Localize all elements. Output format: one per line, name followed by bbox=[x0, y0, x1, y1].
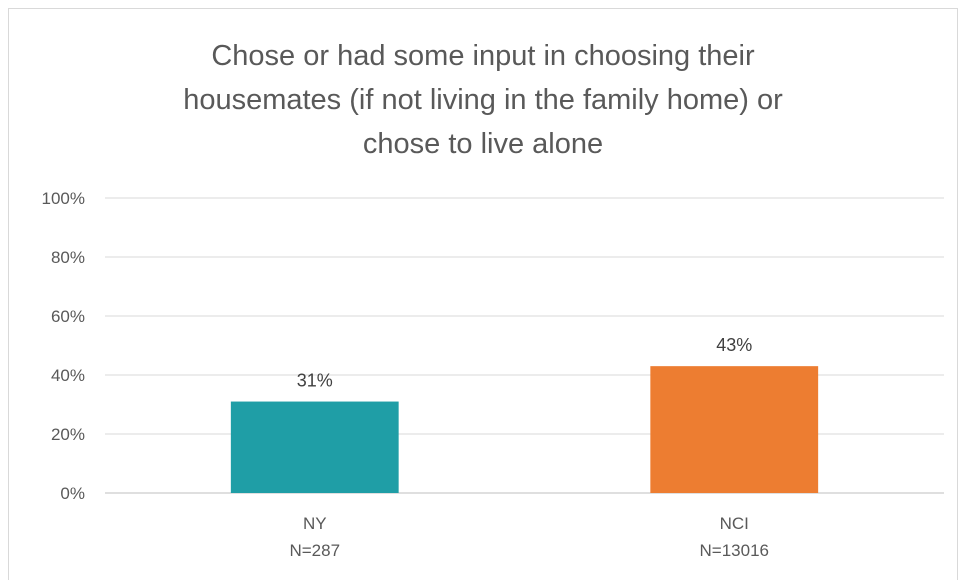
y-tick-label: 0% bbox=[60, 484, 85, 503]
y-axis-ticks: 0% 20% 40% 60% 80% 100% bbox=[42, 189, 85, 503]
y-tick-label: 20% bbox=[51, 425, 85, 444]
chart-title: Chose or had some input in choosing thei… bbox=[183, 40, 783, 160]
category-label: NCI bbox=[720, 514, 749, 533]
y-tick-label: 60% bbox=[51, 307, 85, 326]
data-labels: 31% 43% bbox=[297, 335, 753, 390]
category-n-label: N=13016 bbox=[700, 541, 769, 560]
data-label-ny: 31% bbox=[297, 371, 333, 391]
y-tick-label: 80% bbox=[51, 248, 85, 267]
bar-ny bbox=[230, 401, 399, 493]
x-axis-categories: NY N=287 NCI N=13016 bbox=[289, 514, 769, 560]
category-label: NY bbox=[303, 514, 327, 533]
y-tick-label: 100% bbox=[42, 189, 85, 208]
bars bbox=[230, 366, 819, 493]
bar-nci bbox=[650, 366, 819, 493]
data-label-nci: 43% bbox=[716, 335, 752, 355]
category-n-label: N=287 bbox=[289, 541, 340, 560]
y-tick-label: 40% bbox=[51, 366, 85, 385]
